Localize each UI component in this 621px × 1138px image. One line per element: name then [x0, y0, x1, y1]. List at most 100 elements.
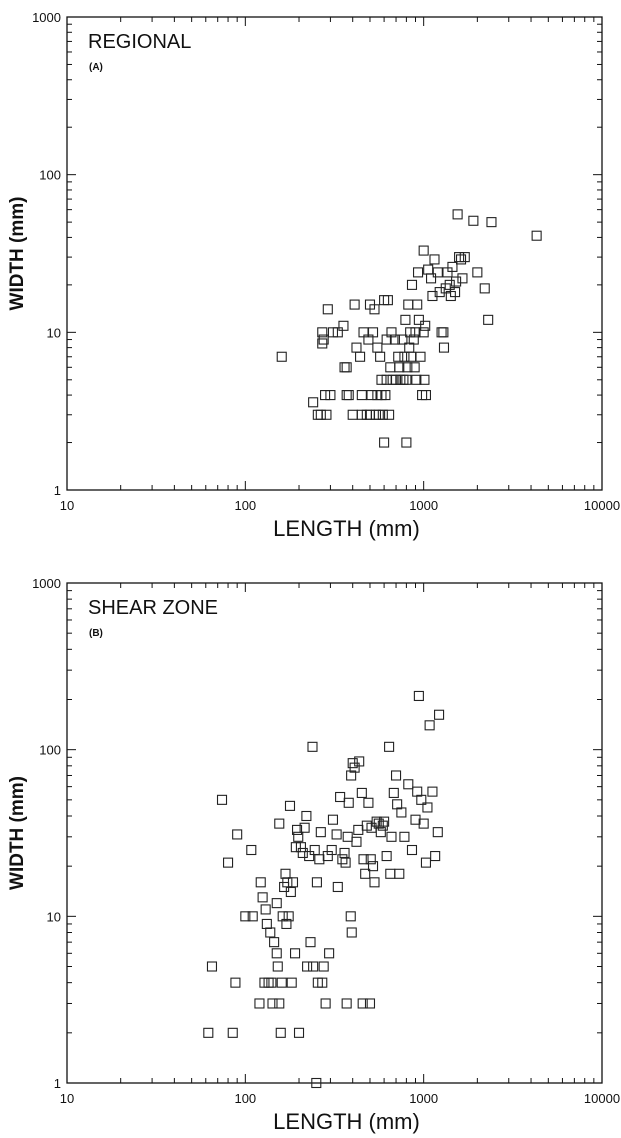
data-point: [427, 290, 438, 302]
data-point: [274, 998, 285, 1009]
data-point: [406, 351, 417, 362]
data-point: [447, 261, 458, 272]
data-point: [434, 287, 445, 298]
data-point: [299, 822, 310, 833]
data-point: [232, 829, 243, 840]
data-point: [393, 351, 404, 362]
panel-a-x-axis-label: LENGTH (mm): [273, 516, 420, 541]
data-point: [415, 351, 426, 362]
data-point: [304, 850, 315, 862]
data-point: [382, 295, 393, 306]
data-point: [417, 390, 428, 401]
panel-a-y-axis-label: WIDTH (mm): [7, 197, 28, 311]
data-point: [322, 850, 333, 862]
data-point: [295, 842, 306, 853]
data-point: [380, 390, 391, 401]
data-point: [255, 877, 266, 888]
data-point: [282, 877, 293, 888]
data-point: [293, 831, 304, 842]
panel-a-frame: [66, 16, 603, 491]
panel-b-x-tick-label: 1000: [409, 1091, 438, 1106]
data-point: [227, 1027, 238, 1038]
data-point: [396, 807, 407, 818]
panel-b-y-tick-label: 1: [54, 1076, 61, 1091]
data-point: [376, 374, 387, 385]
data-point: [394, 362, 405, 373]
data-point: [302, 961, 313, 972]
data-point: [410, 814, 421, 825]
data-point: [331, 829, 342, 840]
data-point: [432, 267, 443, 278]
panel-b-x-axis-label: LENGTH (mm): [273, 1109, 420, 1134]
panel-a-x-tick-label: 100: [234, 498, 256, 513]
data-point: [468, 215, 479, 226]
data-point: [403, 299, 414, 310]
data-point: [335, 791, 346, 803]
data-point: [339, 847, 350, 859]
data-point: [424, 720, 435, 731]
data-point: [307, 741, 318, 752]
data-point: [356, 390, 367, 401]
panel-a-y-tick-label: 10: [47, 325, 61, 340]
data-point: [412, 267, 424, 278]
data-point: [418, 327, 429, 338]
data-point: [325, 390, 336, 401]
data-point: [385, 362, 396, 373]
data-point: [384, 741, 395, 752]
data-point: [432, 827, 443, 838]
data-point: [230, 977, 241, 988]
data-point: [403, 779, 414, 790]
data-point: [358, 854, 369, 865]
data-point: [389, 334, 400, 345]
data-point: [369, 877, 380, 888]
data-point: [416, 794, 427, 805]
data-point: [260, 904, 271, 915]
data-point: [420, 320, 431, 331]
panel-b-frame: [66, 582, 603, 1084]
panel-a-x-tick-label: 1000: [409, 498, 438, 513]
data-point: [266, 977, 277, 988]
data-point: [293, 1027, 305, 1038]
data-point: [317, 338, 328, 349]
data-point: [290, 842, 301, 853]
panel-a-label: (A): [89, 62, 103, 73]
data-point: [322, 304, 333, 315]
data-point: [434, 709, 445, 720]
panel-b-y-axis-label: WIDTH (mm): [7, 776, 28, 890]
data-point: [297, 847, 308, 859]
data-point: [430, 850, 441, 862]
data-point: [351, 342, 362, 353]
data-point: [401, 437, 412, 448]
data-point: [366, 390, 377, 401]
data-point: [277, 911, 288, 922]
data-point: [349, 299, 360, 310]
data-point: [418, 818, 429, 829]
data-point: [246, 844, 257, 856]
data-point: [402, 362, 413, 373]
data-point: [308, 961, 319, 972]
data-point: [321, 409, 332, 420]
data-point: [413, 690, 424, 702]
data-point: [301, 810, 312, 822]
data-point: [346, 770, 357, 781]
data-point: [429, 254, 440, 265]
data-point: [369, 304, 380, 315]
panel-b-x-tick-label: 10: [60, 1091, 74, 1106]
data-point: [420, 857, 432, 868]
data-point: [346, 927, 357, 938]
data-point: [314, 854, 325, 865]
data-point: [413, 314, 424, 325]
data-point: [375, 827, 386, 838]
data-point: [315, 409, 326, 420]
panel-a-x-tick-label: 10000: [584, 498, 620, 513]
data-point: [486, 217, 497, 228]
data-point: [438, 342, 450, 353]
panel-a-y-tick-label: 1000: [32, 10, 61, 25]
data-point: [531, 230, 542, 241]
data-point: [281, 918, 292, 930]
data-point: [332, 881, 343, 893]
data-point: [452, 209, 463, 220]
data-point: [397, 334, 408, 345]
data-point: [454, 252, 465, 263]
